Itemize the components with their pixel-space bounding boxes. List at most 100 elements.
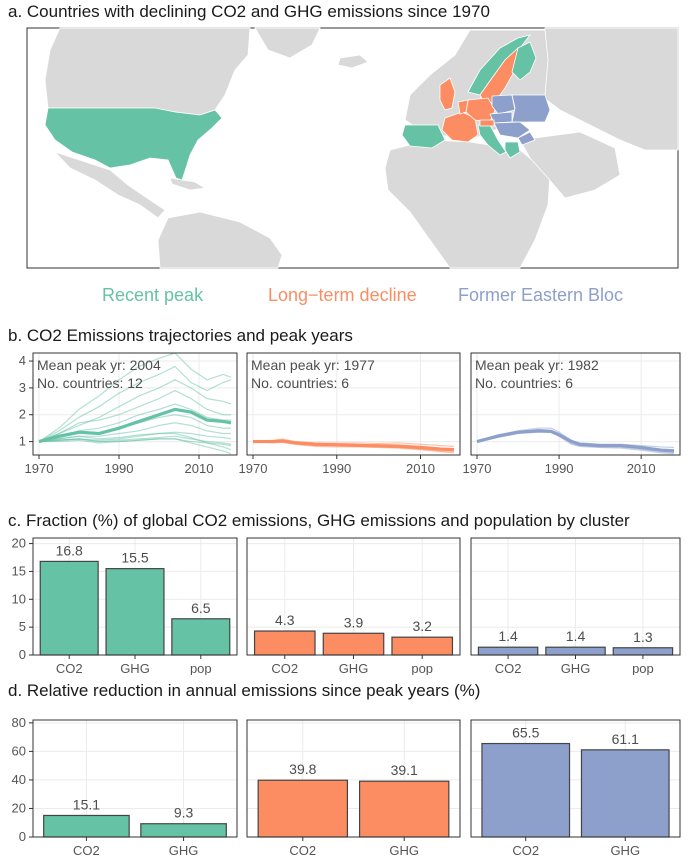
x-tick-label: GHG [561,661,591,675]
bar [580,749,670,838]
bar [545,646,606,656]
country-trajectory-line [38,365,232,443]
facet-frame [246,719,461,838]
middle-east-shape [519,131,621,199]
x-tick-label: GHG [339,661,369,675]
iberia-shape [401,124,446,149]
greece-shape [504,141,521,159]
bar-value-label: 3.9 [344,614,364,630]
facet-frame [246,352,461,456]
x-tick-label: CO2 [56,661,83,675]
panel-a-title: a. Countries with declining CO2 and GHG … [8,2,490,21]
panel-c-title: c. Fraction (%) of global CO2 emissions,… [8,511,630,530]
legend-former-eastern-bloc: Former Eastern Bloc [458,285,624,305]
x-tick-label: GHG [120,661,150,675]
x-tick-label: 2010 [406,461,435,476]
x-tick-label: 1990 [105,461,134,476]
highlighted-countries [44,34,551,181]
bar-value-label: 16.8 [56,542,83,558]
bar-value-label: 15.5 [121,550,148,566]
y-tick-label: 20 [12,800,26,815]
greenland-shape [254,27,321,59]
facet-frame [32,537,238,656]
x-tick-label: 1970 [463,461,492,476]
x-tick-label: CO2 [271,661,298,675]
legend-recent-peak: Recent peak [102,285,204,305]
caribbean-shape [169,177,207,191]
y-tick-label: 0 [19,829,26,844]
y-tick-label: 20 [12,536,26,551]
y-tick-label: 40 [12,772,26,787]
belarus-ukraine-shape [511,94,551,123]
peak-year-annotation: Mean peak yr: 1982 [475,357,599,373]
reduction-chart: 15.1 CO2 9.3 GHG 0 20 40 60 80 39.8 CO2 39.1 GHG 65.5… [12,715,681,858]
bar [43,814,130,838]
bar-value-label: 4.3 [275,612,295,628]
hungary-romania-shape [493,121,531,139]
country-trajectory-line [38,352,232,443]
mexico-shape [54,151,166,219]
y-tick-label: 15 [12,563,26,578]
italy-shape [477,124,507,156]
poland-shape [491,94,516,115]
facet-frame [470,352,681,456]
legend-long-term-decline: Long−term decline [268,285,417,305]
bar [477,646,539,656]
bar-value-label: 3.2 [412,618,432,634]
bar-value-label: 39.1 [391,762,418,778]
x-tick-label: 1970 [239,461,268,476]
x-tick-label: 1990 [545,461,574,476]
bar-value-label: 1.4 [498,628,518,644]
bulgaria-shape [517,131,536,146]
mean-trajectory-line [38,407,232,444]
usa-shape [44,107,223,181]
y-tick-label: 4 [19,353,26,368]
peak-year-annotation: Mean peak yr: 1977 [251,357,375,373]
x-tick-label: GHG [610,843,640,858]
bar [257,779,349,838]
x-tick-label: CO2 [73,843,100,858]
mean-trajectory-line [253,439,455,452]
x-tick-label: 1990 [322,461,351,476]
bar [358,780,450,838]
x-tick-label: CO2 [495,661,522,675]
country-count-annotation: No. countries: 6 [475,375,573,391]
benelux-shape [457,99,469,115]
peak-year-annotation: Mean peak yr: 2004 [37,357,161,373]
country-count-annotation: No. countries: 6 [251,375,349,391]
canada-shape [44,27,251,116]
trajectory-chart: Mean peak yr: 2004 No. countries: 12 1970 1… [19,352,681,476]
bar-value-label: 1.4 [566,628,586,644]
x-tick-label: CO2 [512,843,539,858]
y-tick-label: 2 [19,407,26,422]
facet-frame [470,719,681,838]
bar-value-label: 9.3 [174,805,194,821]
world-map [26,27,679,269]
bar [612,647,674,656]
x-tick-label: pop [632,661,654,675]
y-tick-label: 5 [19,619,26,634]
x-tick-label: 1970 [25,461,54,476]
bar [171,618,231,656]
bar-value-label: 6.5 [191,600,211,616]
facet-frame [32,352,238,456]
y-tick-label: 1 [19,434,26,449]
country-trajectory-line [38,438,232,455]
y-tick-label: 0 [19,647,26,662]
x-tick-label: 2010 [627,461,656,476]
country-count-annotation: No. countries: 12 [37,375,143,391]
bar-value-label: 39.8 [289,761,316,777]
y-tick-label: 10 [12,591,26,606]
y-tick-label: 3 [19,380,26,395]
facet-frame [246,537,461,656]
x-tick-label: 2010 [185,461,214,476]
austria-shape [479,119,495,127]
x-tick-label: GHG [389,843,419,858]
x-tick-label: CO2 [289,843,316,858]
x-tick-label: pop [411,661,433,675]
bar [140,823,227,838]
country-trajectory-line [38,379,232,443]
bar-value-label: 61.1 [612,731,639,747]
bar-value-label: 65.5 [512,725,539,741]
bar [253,630,316,656]
